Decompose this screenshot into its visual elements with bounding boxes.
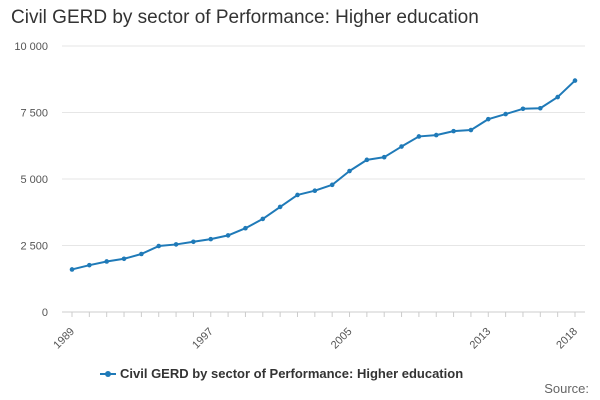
series-layer — [69, 78, 578, 272]
data-point[interactable] — [329, 182, 335, 188]
data-point[interactable] — [433, 132, 439, 138]
legend[interactable]: Civil GERD by sector of Performance: Hig… — [100, 366, 463, 381]
data-point[interactable] — [451, 128, 456, 134]
data-point[interactable] — [347, 168, 352, 174]
y-tick-label: 7 500 — [20, 108, 48, 120]
data-point[interactable] — [468, 127, 474, 133]
data-point[interactable] — [156, 243, 162, 249]
source-label: Source: — [544, 381, 589, 396]
x-tick-label: 1997 — [190, 326, 216, 352]
data-point[interactable] — [364, 157, 370, 163]
y-tick-label: 5 000 — [20, 174, 48, 186]
data-point[interactable] — [416, 134, 422, 139]
data-point[interactable] — [520, 106, 526, 112]
data-point[interactable] — [104, 259, 109, 264]
data-point[interactable] — [225, 233, 231, 238]
data-point[interactable] — [503, 111, 508, 117]
data-point[interactable] — [260, 216, 266, 222]
data-point[interactable] — [121, 256, 127, 262]
legend-label: Civil GERD by sector of Performance: Hig… — [120, 366, 464, 381]
y-tick-label: 2 500 — [20, 241, 48, 253]
data-point[interactable] — [399, 144, 404, 149]
data-point[interactable] — [69, 267, 75, 272]
y-axis-tick-labels: 0 2 500 5 000 7 500 10 000 — [14, 41, 48, 319]
x-tick-label: 2018 — [554, 326, 580, 352]
series-line — [71, 79, 576, 271]
data-point[interactable] — [243, 225, 248, 231]
grid-lines — [62, 45, 585, 246]
data-point[interactable] — [139, 251, 144, 257]
data-point[interactable] — [295, 192, 300, 198]
x-tick-label: 2013 — [468, 326, 494, 352]
x-tick-label: 2005 — [329, 326, 355, 352]
data-point[interactable] — [312, 188, 318, 194]
x-tick-label: 1989 — [51, 326, 77, 352]
data-point[interactable] — [555, 94, 560, 100]
legend-marker-icon — [100, 369, 116, 379]
data-point[interactable] — [277, 204, 283, 210]
data-point[interactable] — [191, 239, 196, 245]
data-point[interactable] — [173, 242, 179, 247]
data-point[interactable] — [572, 78, 578, 83]
data-point[interactable] — [381, 154, 387, 160]
x-axis-tick-labels: 1989 1997 2005 2013 2018 — [51, 326, 580, 352]
y-tick-label: 0 — [42, 307, 48, 319]
y-tick-label: 10 000 — [14, 41, 48, 53]
x-axis — [62, 311, 585, 317]
data-point[interactable] — [485, 116, 491, 122]
data-point[interactable] — [87, 262, 92, 268]
data-point[interactable] — [538, 105, 543, 111]
chart-title: Civil GERD by sector of Performance: Hig… — [11, 7, 479, 28]
data-point[interactable] — [208, 236, 214, 242]
